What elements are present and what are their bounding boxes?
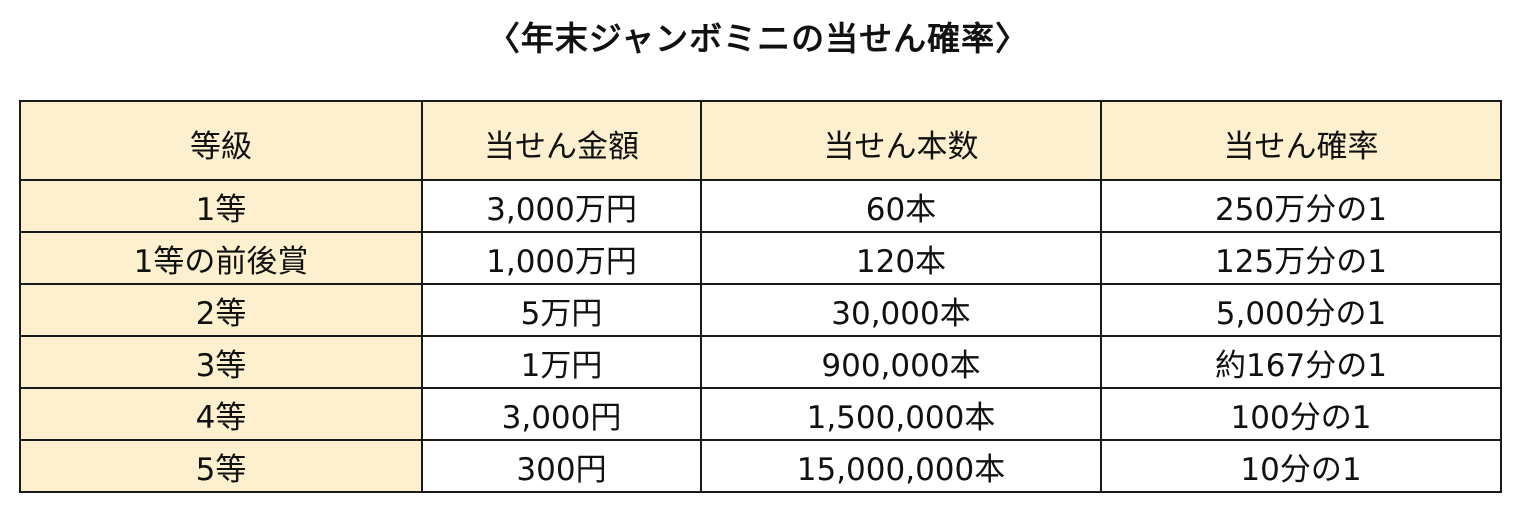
amount-cell: 300円 (421, 439, 702, 493)
header-ticket-count: 当せん本数 (700, 100, 1102, 181)
header-prize-amount: 当せん金額 (421, 100, 702, 181)
count-cell: 60本 (700, 179, 1102, 233)
table-row: 1等の前後賞 1,000万円 120本 125万分の1 (19, 231, 1502, 285)
amount-cell: 3,000円 (421, 387, 702, 441)
table-row: 4等 3,000円 1,500,000本 100分の1 (19, 387, 1502, 441)
probability-cell: 250万分の1 (1100, 179, 1502, 233)
prize-probability-table: 等級 当せん金額 当せん本数 当せん確率 1等 3,000万円 60本 250万… (19, 100, 1502, 493)
probability-cell: 100分の1 (1100, 387, 1502, 441)
count-cell: 30,000本 (700, 283, 1102, 337)
header-grade: 等級 (19, 100, 423, 181)
probability-cell: 125万分の1 (1100, 231, 1502, 285)
grade-cell: 2等 (19, 283, 423, 337)
probability-cell: 約167分の1 (1100, 335, 1502, 389)
count-cell: 120本 (700, 231, 1102, 285)
grade-cell: 1等 (19, 179, 423, 233)
grade-cell: 1等の前後賞 (19, 231, 423, 285)
table-row: 1等 3,000万円 60本 250万分の1 (19, 179, 1502, 233)
probability-cell: 10分の1 (1100, 439, 1502, 493)
page-title: 〈年末ジャンボミニの当せん確率〉 (486, 19, 1030, 58)
count-cell: 900,000本 (700, 335, 1102, 389)
grade-cell: 3等 (19, 335, 423, 389)
count-cell: 15,000,000本 (700, 439, 1102, 493)
table-row: 5等 300円 15,000,000本 10分の1 (19, 439, 1502, 493)
amount-cell: 1,000万円 (421, 231, 702, 285)
grade-cell: 5等 (19, 439, 423, 493)
probability-cell: 5,000分の1 (1100, 283, 1502, 337)
amount-cell: 1万円 (421, 335, 702, 389)
amount-cell: 3,000万円 (421, 179, 702, 233)
grade-cell: 4等 (19, 387, 423, 441)
count-cell: 1,500,000本 (700, 387, 1102, 441)
table-row: 3等 1万円 900,000本 約167分の1 (19, 335, 1502, 389)
table-header-row: 等級 当せん金額 当せん本数 当せん確率 (19, 100, 1502, 181)
amount-cell: 5万円 (421, 283, 702, 337)
table-row: 2等 5万円 30,000本 5,000分の1 (19, 283, 1502, 337)
header-probability: 当せん確率 (1100, 100, 1502, 181)
